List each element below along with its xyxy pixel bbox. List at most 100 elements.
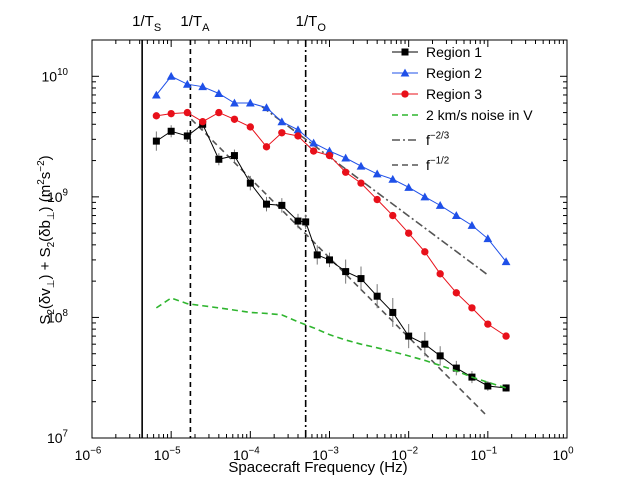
data-point-Region 3 [502,332,510,340]
data-point-Region 2 [420,192,430,201]
data-point-Region 3 [357,179,365,187]
data-point-Region 3 [341,168,350,176]
data-point-Region 2 [388,174,398,183]
data-point-Region 1 [357,275,365,283]
series-line-Region 2 [155,75,507,262]
legend-label-f^-1/2: f−1/2 [426,156,449,173]
data-point-Region 3 [484,320,492,328]
data-point-Region 1 [436,352,444,360]
data-point-Region 2 [245,98,255,107]
data-point-Region 2 [483,234,493,243]
data-point-Region 1 [484,382,492,390]
data-point-Region 2 [356,161,366,170]
data-point-Region 3 [152,112,161,120]
data-point-Region 2 [198,82,208,91]
data-point-Region 2 [309,138,318,147]
data-point-Region 1 [215,155,223,163]
data-point-Region 2 [214,89,224,97]
x-tick-label: 10−1 [470,446,497,463]
y-tick-label: 107 [47,429,68,446]
data-point-Region 1 [278,201,286,209]
data-point-Region 3 [325,151,334,160]
data-point-Region 1 [389,308,397,316]
data-point-Region 2 [325,146,334,155]
data-point-Region 3 [436,270,444,278]
data-point-Region 1 [246,179,254,187]
x-tick-label: 10−5 [154,446,181,463]
svg-text:S2(δv⊥) + S2(δb⊥) (m2s−2): S2(δv⊥) + S2(δb⊥) (m2s−2) [36,155,57,324]
data-point-Region 2 [467,221,477,229]
data-point-Region 3 [389,211,397,220]
data-point-Region 3 [468,304,476,312]
data-point-Region 3 [309,147,318,155]
data-point-Region 2 [166,71,176,80]
data-point-Region 3 [262,143,271,151]
x-tick-label: 10−2 [391,446,418,463]
legend-label-Region 1: Region 1 [426,44,482,60]
reference-line-f^-2/3 [261,106,489,276]
y-tick-label: 109 [47,188,68,205]
data-point-Region 2 [262,103,271,112]
series-line-2 km/s noise in V [155,297,507,389]
data-point-Region 3 [246,123,255,131]
data-point-Region 1 [502,384,510,392]
x-axis-label: Spacecraft Frequency (Hz) [228,459,407,476]
data-point-Region 1 [262,200,270,208]
plot-frame [91,39,568,439]
legend-marker-Region 1 [401,48,409,56]
data-point-Region 3 [373,195,381,204]
data-point-Region 3 [230,115,239,123]
series-line-Region 3 [156,112,507,337]
y-axis-label: S2(δv⊥) + S2(δb⊥) (m2s−2) [36,155,57,324]
x-tick-label: 10−3 [312,446,339,463]
data-point-Region 2 [182,79,192,88]
data-point-Region 3 [452,289,461,297]
legend-marker-Region 3 [401,90,409,98]
vline-label-A: 1/TA [180,13,210,34]
data-point-Region 3 [183,108,192,117]
data-point-Region 2 [293,125,303,134]
legend-label-Region 3: Region 3 [426,86,482,102]
data-point-Region 2 [435,200,445,209]
series-line-Region 1 [156,123,507,389]
data-point-Region 1 [326,256,333,264]
vline-label-O: 1/TO [296,13,327,34]
legend-label-Region 2: Region 2 [426,65,482,81]
data-point-Region 1 [421,340,429,348]
legend-label-2 km/s noise in V: 2 km/s noise in V [426,107,533,123]
data-point-Region 1 [152,137,160,145]
data-point-Region 2 [451,211,461,220]
x-tick-label: 100 [552,446,574,463]
data-point-Region 3 [167,109,175,118]
data-point-Region 2 [277,117,287,126]
data-point-Region 1 [373,292,381,300]
data-point-Region 3 [215,108,223,117]
data-point-Region 3 [278,129,286,137]
legend-marker-Region 2 [400,68,410,77]
data-point-Region 2 [404,182,414,191]
data-point-Region 1 [230,152,238,160]
x-tick-label: 10−4 [233,446,260,463]
legend-label-f^-2/3: f−2/3 [426,131,450,148]
data-point-Region 1 [452,364,460,372]
data-point-Region 2 [151,90,161,99]
data-point-Region 3 [421,248,429,256]
data-point-Region 2 [372,169,382,178]
data-point-Region 3 [404,229,413,237]
vline-label-S: 1/TS [132,13,161,34]
data-point-Region 2 [230,98,239,107]
data-point-Region 1 [405,332,413,340]
data-point-Region 1 [294,217,302,225]
data-point-Region 2 [341,153,351,162]
data-point-Region 1 [342,268,350,276]
x-tick-label: 10−6 [75,446,102,463]
legend: Region 1 Region 2 Region 3 2 km/s noise in … [392,44,533,173]
data-point-Region 3 [198,118,207,126]
y-tick-label: 108 [47,308,69,325]
y-tick-label: 1010 [42,67,69,84]
data-point-Region 1 [302,218,310,226]
data-point-Region 3 [294,132,302,140]
data-point-Region 1 [167,127,175,135]
data-point-Region 1 [183,132,191,140]
